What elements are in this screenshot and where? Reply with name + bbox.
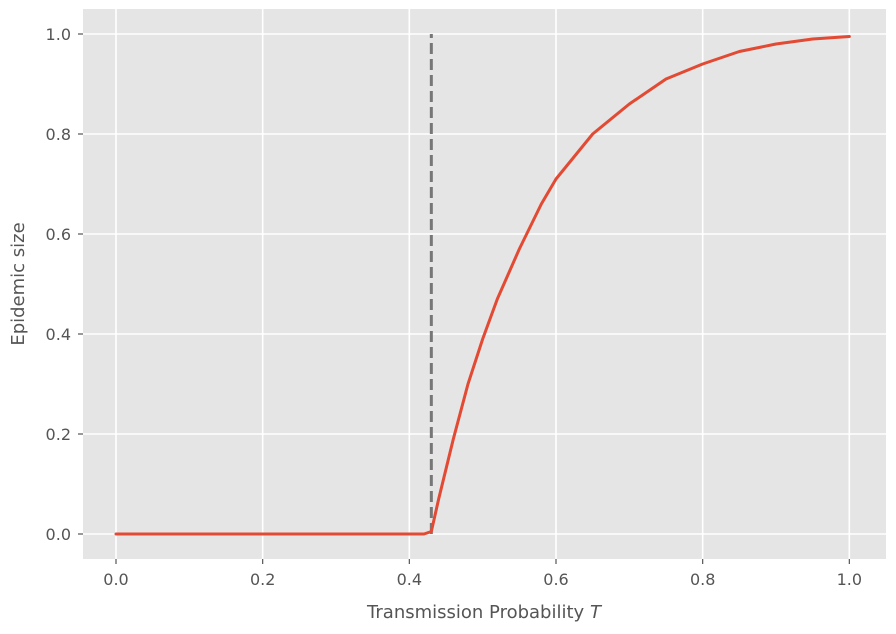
x-tick-label: 0.4 — [397, 570, 422, 589]
y-axis-label: Epidemic size — [8, 222, 29, 345]
x-tick-label: 0.0 — [103, 570, 128, 589]
x-axis-label-text: Transmission Probability — [366, 602, 584, 623]
x-tick-label: 0.8 — [690, 570, 715, 589]
y-tick-label: 0.8 — [46, 125, 71, 144]
x-tick-label: 0.2 — [250, 570, 275, 589]
x-axis-label: Transmission Probability T — [366, 602, 603, 623]
y-tick-label: 1.0 — [46, 25, 71, 44]
epidemic-size-curve — [114, 35, 851, 536]
y-tick-label: 0.4 — [46, 325, 71, 344]
y-tick-label: 0.2 — [46, 425, 71, 444]
x-tick-label: 1.0 — [837, 570, 862, 589]
plot-background — [83, 9, 886, 559]
axis-ticks: 0.0 0.2 0.4 0.6 0.8 1.0 0.0 0.2 0.4 0.6 0.8 1.0 — [46, 25, 863, 589]
data-series — [114, 35, 851, 536]
y-tick-label: 0.6 — [46, 225, 71, 244]
y-tick-label: 0.0 — [46, 525, 71, 544]
x-axis-label-variable: T — [590, 602, 603, 623]
x-tick-label: 0.6 — [543, 570, 568, 589]
